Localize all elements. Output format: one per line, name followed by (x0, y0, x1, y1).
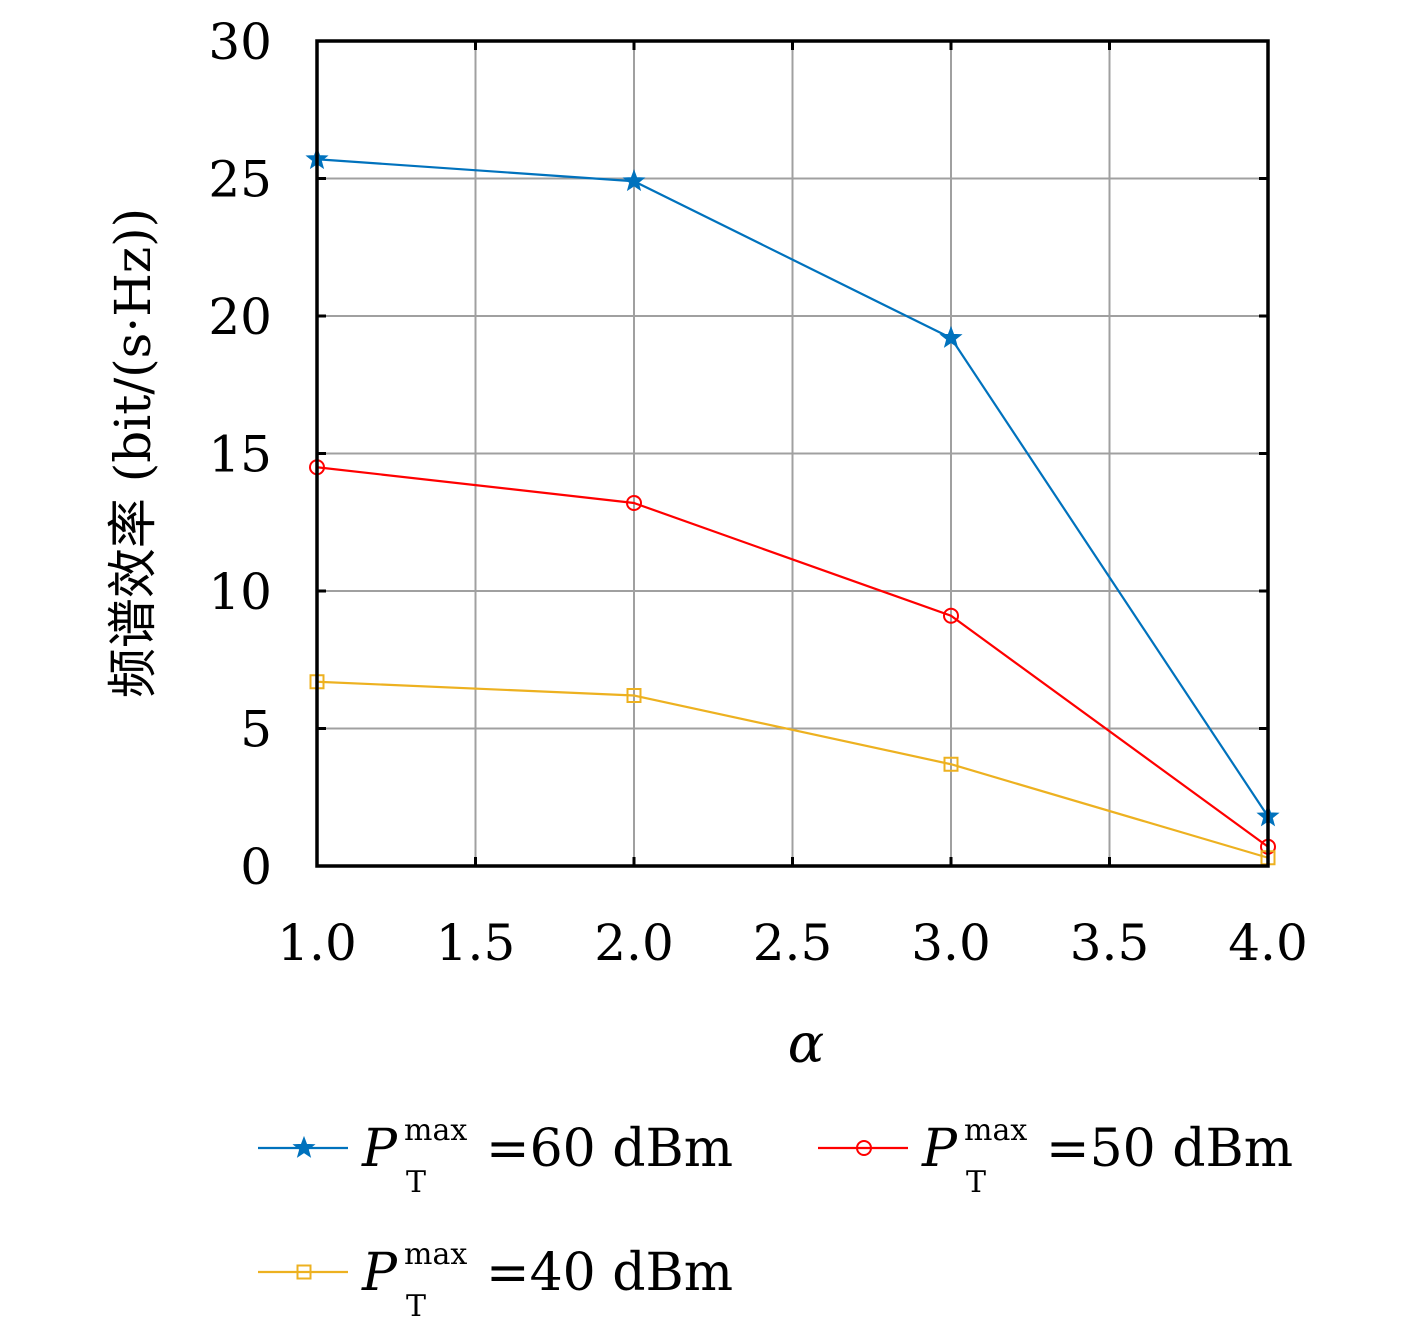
series-line-2 (316, 680, 1269, 859)
x-tick-label-1: 1.5 (436, 914, 516, 972)
data-point-2-1 (626, 688, 642, 703)
y-tick-label-6: 30 (208, 13, 272, 71)
series-0 (305, 147, 1280, 827)
legend-label-sup-0: max (404, 1113, 467, 1148)
x-tick-label-0: 1.0 (277, 914, 357, 972)
legend-label-text-1: =50 dBm (1046, 1119, 1293, 1179)
legend-label-main-2: P (361, 1243, 398, 1303)
y-tick-label-3: 15 (208, 426, 272, 484)
legend-marker-0 (292, 1135, 316, 1158)
legend-label-sub-1: T (966, 1165, 986, 1200)
x-tick-label-3: 2.5 (753, 914, 833, 972)
data-point-2-2 (943, 756, 959, 772)
legend-label-text-2: =40 dBm (486, 1243, 733, 1303)
data-point-0-1 (622, 169, 646, 192)
tick-layer: 1.0 1.5 2.0 2.5 3.0 3.5 4.0 0 5 10 15 20 25 30 (208, 13, 1307, 972)
series-line-0 (316, 158, 1269, 818)
data-point-1-1 (626, 495, 642, 511)
x-tick-label-5: 3.5 (1070, 914, 1150, 972)
series-line-1 (316, 466, 1269, 848)
x-tick-label-6: 4.0 (1228, 914, 1308, 972)
y-tick-label-2: 10 (208, 563, 272, 621)
legend-label-sub-0: T (406, 1165, 426, 1200)
legend-label-main-0: P (361, 1119, 398, 1179)
y-tick-label-4: 20 (208, 288, 272, 346)
series-layer (305, 147, 1280, 866)
legend-label-sup-2: max (404, 1237, 467, 1272)
legend-label-text-0: =60 dBm (486, 1119, 733, 1179)
y-axis-label: 频谱效率 (bit/(s·Hz)) (104, 208, 162, 698)
data-point-1-2 (943, 607, 959, 624)
legend-label-sub-2: T (406, 1289, 426, 1324)
x-axis-label: α (788, 1012, 824, 1075)
legend-marker-2 (296, 1264, 312, 1280)
x-tick-label-2: 2.0 (594, 914, 674, 972)
y-tick-label-0: 0 (240, 838, 272, 896)
legend-label-sup-1: max (964, 1113, 1027, 1148)
y-tick-label-1: 5 (240, 701, 272, 759)
legend-label-main-1: P (921, 1119, 958, 1179)
data-point-0-2 (939, 325, 963, 348)
y-tick-label-5: 25 (208, 151, 272, 209)
legend-marker-1 (856, 1140, 872, 1156)
x-tick-label-4: 3.0 (911, 914, 991, 972)
